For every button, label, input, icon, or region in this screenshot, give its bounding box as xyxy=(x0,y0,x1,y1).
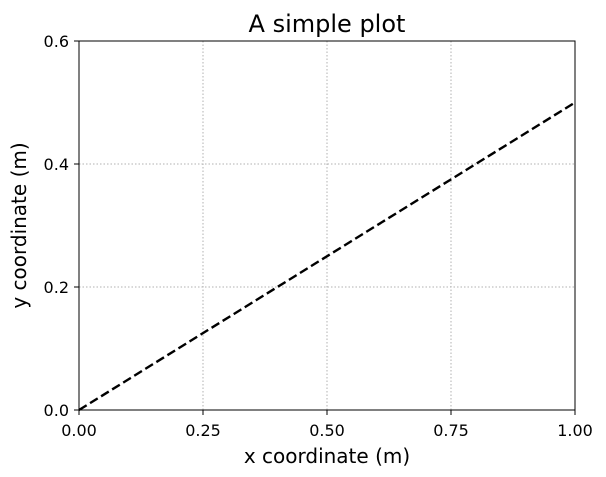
y-axis-label: y coordinate (m) xyxy=(7,142,31,308)
series-layer xyxy=(78,101,576,412)
x-tick-label: 0.75 xyxy=(433,421,469,440)
x-axis-label: x coordinate (m) xyxy=(244,444,410,468)
chart-title: A simple plot xyxy=(249,10,406,38)
y-tick-label: 0.2 xyxy=(44,278,69,297)
x-tick-label: 0.50 xyxy=(309,421,345,440)
series-line xyxy=(78,101,576,412)
y-tick-label: 0.4 xyxy=(44,155,69,174)
x-tick-label: 1.00 xyxy=(557,421,593,440)
y-tick-label: 0.6 xyxy=(44,32,69,51)
x-tick-label: 0.25 xyxy=(185,421,221,440)
x-tick-label: 0.00 xyxy=(61,421,97,440)
y-tick-label: 0.0 xyxy=(44,401,69,420)
axis-ticks: 0.00 0.25 0.50 0.75 1.00 0.0 0.2 0.4 0.6 xyxy=(44,32,593,440)
